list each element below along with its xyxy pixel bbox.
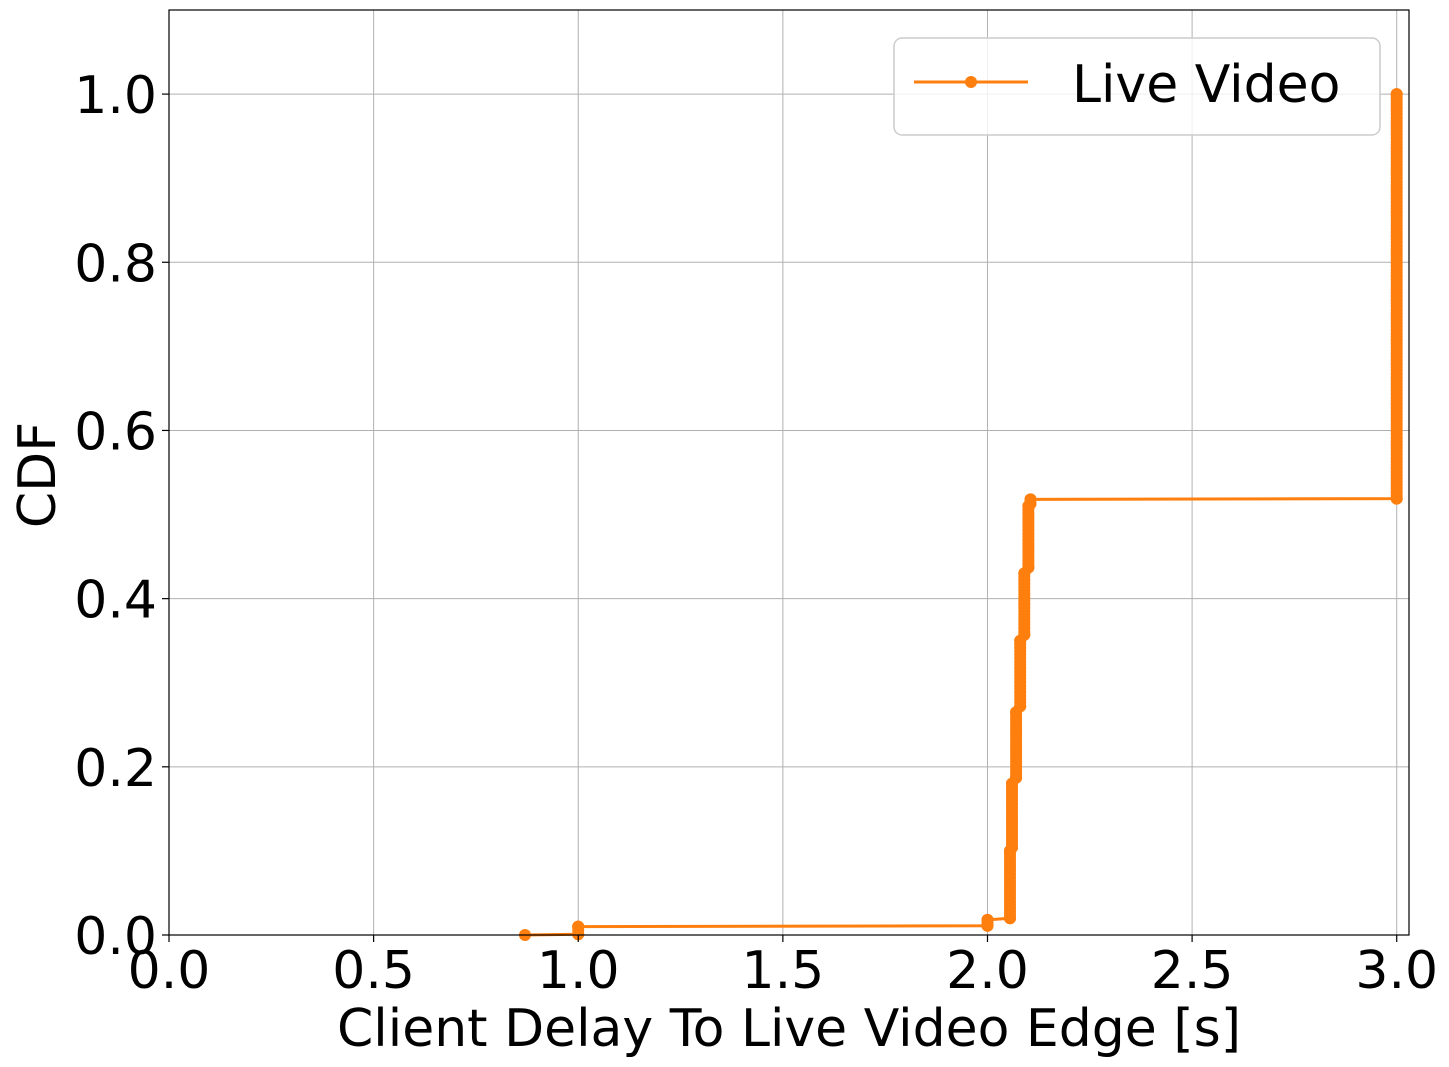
x-tick-label: 1.5 [742,941,825,1001]
legend-box [893,37,1381,136]
data-point [1018,628,1031,641]
x-tick-label: 2.0 [946,941,1029,1001]
y-axis-ticks: 0.0 0.2 0.4 0.6 0.8 1.0 [74,66,169,967]
series-line-live-video [524,94,1399,937]
x-tick-label: 0.0 [128,941,211,1001]
data-point [1390,88,1403,101]
data-point [1390,492,1403,505]
data-point [1010,771,1023,784]
data-point [1022,561,1035,574]
series-layer [519,88,1403,941]
y-axis-label: CDF [8,422,68,528]
data-point [1024,493,1037,506]
y-tick-label: 0.8 [74,234,157,294]
x-axis-label: Client Delay To Live Video Edge [s] [337,999,1241,1059]
x-tick-label: 2.5 [1151,941,1234,1001]
y-tick-label: 0.4 [74,571,157,631]
x-tick-label: 3.0 [1355,941,1438,1001]
legend-marker-live-video [965,76,977,88]
x-tick-label: 1.0 [537,941,620,1001]
grid [168,10,1409,936]
legend: Live Video [893,37,1381,136]
data-point [1014,700,1027,713]
y-tick-label: 1.0 [74,66,157,126]
legend-label-live-video: Live Video [1072,55,1340,115]
data-point [981,913,994,926]
y-tick-label: 0.2 [74,739,157,799]
data-point [1006,841,1018,854]
data-point [1004,912,1016,925]
x-axis-ticks: 0.0 0.5 1.0 1.5 2.0 2.5 3.0 [128,935,1438,1001]
data-point [572,920,585,933]
x-tick-label: 0.5 [332,941,415,1001]
plot-frame [168,9,1410,936]
y-tick-label: 0.6 [74,402,157,462]
y-tick-label: 0.0 [74,907,157,967]
